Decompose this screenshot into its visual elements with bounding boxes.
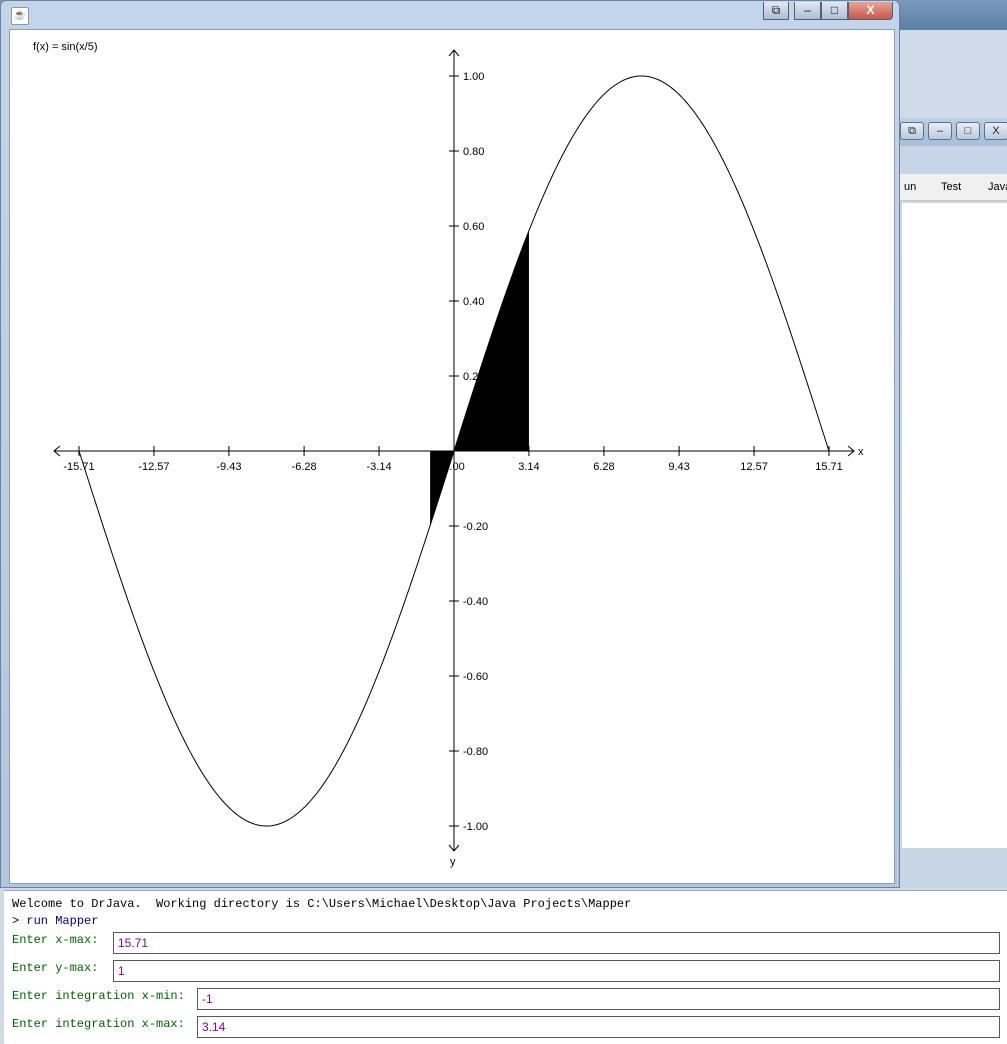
x-tick-label: -15.71 [63,461,94,473]
close-button[interactable]: X [984,122,1007,140]
x-tick-label: 15.71 [815,461,843,473]
integration-shaded-area [430,230,529,526]
maximize-button[interactable]: □ [956,122,980,140]
x-max-input[interactable]: 15.71 [113,932,1000,954]
y-tick-label: -0.60 [463,671,488,683]
minimize-button[interactable]: ‒ [794,2,821,20]
integration-x-max-input[interactable]: 3.14 [197,1016,1000,1038]
menu-item-run[interactable]: un [904,181,917,193]
y-tick-label: -0.40 [463,596,488,608]
background-drjava-window[interactable]: ⧉ ‒ □ X un Test Java [893,118,1007,888]
background-window-content [902,203,1007,848]
java-app-icon: ☕ [11,7,29,25]
prompt-integration-x-min-label: Enter integration x-min: [12,989,185,1003]
background-window-titlebar: ⧉ ‒ □ X [894,118,1007,146]
x-tick-label: 12.57 [740,461,768,473]
prompt-integration-x-max-label: Enter integration x-max: [12,1017,185,1031]
function-curve [78,75,830,827]
menu-item-java[interactable]: Java [988,181,1007,193]
x-tick-label: 9.43 [668,461,689,473]
run-command: run Mapper [26,914,99,928]
x-axis-arrow-right [847,445,855,457]
prompt-y-max-label: Enter y-max: [12,961,99,975]
maximize-button[interactable]: □ [821,2,848,20]
y-tick-label: 0.2 [463,371,478,383]
interactions-console[interactable]: Welcome to DrJava. Working directory is … [4,890,1007,1044]
x-tick-label: -3.14 [367,461,392,473]
y-axis-arrow-top [448,49,460,57]
x-tick-label: -12.57 [138,461,169,473]
y-tick-label: 1.00 [463,71,484,83]
x-tick-label: -6.28 [292,461,317,473]
prompt-symbol: > [12,914,20,928]
y-tick-label: 0.40 [463,296,484,308]
axis-ticks: -15.71 -12.57 -9.43 -6.28 -3.14 0.00 3.14 6.28 9… [63,71,842,833]
window-titlebar[interactable]: ☕ ⧉ ‒ □ X [1,1,899,29]
restore-icon[interactable]: ⧉ [763,2,789,20]
integration-x-min-input[interactable]: -1 [197,988,1000,1010]
function-label: f(x) = sin(x/5) [33,41,97,53]
y-tick-label: -0.80 [463,746,488,758]
background-menubar: un Test Java [894,174,1007,201]
y-tick-label: 0.80 [463,146,484,158]
run-command-line: > run Mapper [12,914,98,928]
x-tick-label: 3.14 [518,461,539,473]
x-tick-label: -9.43 [216,461,241,473]
x-tick-label: 6.28 [593,461,614,473]
x-axis-arrow-left [53,445,61,457]
y-max-input[interactable]: 1 [113,960,1000,982]
restore-icon[interactable]: ⧉ [900,122,924,140]
close-button[interactable]: X [848,2,893,20]
y-tick-label: 0.60 [463,221,484,233]
y-axis-label: y [450,856,456,868]
y-tick-label: -1.00 [463,821,488,833]
prompt-x-max-label: Enter x-max: [12,933,99,947]
y-tick-label: -0.20 [463,521,488,533]
graph-canvas: f(x) = sin(x/5) -15.71 -12.57 -9.43 -6.28 -3… [9,29,895,884]
y-axis-arrow-bottom [448,844,460,852]
welcome-message: Welcome to DrJava. Working directory is … [12,897,632,911]
graph-window: ☕ ⧉ ‒ □ X f(x) = sin(x/5) -15.71 -12.57 -9… [0,0,900,888]
minimize-button[interactable]: ‒ [928,122,952,140]
x-axis-label: x [858,446,864,458]
menu-item-test[interactable]: Test [941,181,962,193]
function-plot: f(x) = sin(x/5) -15.71 -12.57 -9.43 -6.28 -3… [33,41,864,868]
